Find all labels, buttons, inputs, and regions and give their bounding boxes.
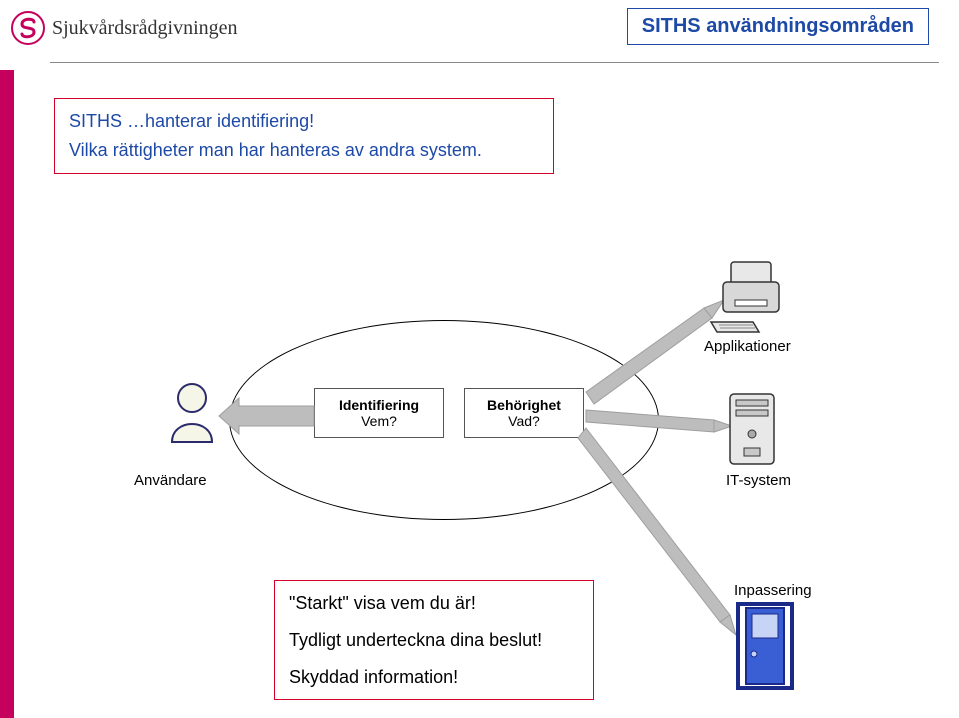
info-box-bottom: "Starkt" visa vem du är! Tydligt underte…	[274, 580, 594, 700]
node-behorighet-title: Behörighet	[471, 397, 577, 413]
node-behorighet: Behörighet Vad?	[464, 388, 584, 438]
header: Sjukvårdsrådgivningen SITHS användningso…	[0, 0, 959, 70]
s-logo-icon	[10, 10, 46, 46]
info-box-top: SITHS …hanterar identifiering! Vilka rät…	[54, 98, 554, 174]
label-applikationer: Applikationer	[704, 338, 791, 355]
user-icon	[164, 380, 220, 450]
bottom-line-2: Tydligt underteckna dina beslut!	[289, 626, 579, 655]
info-line-1: SITHS …hanterar identifiering!	[69, 107, 539, 136]
printer-icon	[709, 260, 793, 334]
bottom-line-1: "Starkt" visa vem du är!	[289, 589, 579, 618]
bottom-line-3: Skyddad information!	[289, 663, 579, 692]
tower-icon	[724, 390, 782, 468]
process-ellipse	[229, 320, 659, 520]
node-identifiering-sub: Vem?	[321, 413, 437, 429]
page-title-box: SITHS användningsområden	[627, 8, 929, 45]
page-title: SITHS användningsområden	[642, 15, 914, 37]
node-identifiering-title: Identifiering	[321, 397, 437, 413]
header-divider	[50, 62, 939, 63]
node-identifiering: Identifiering Vem?	[314, 388, 444, 438]
brand-name: Sjukvårdsrådgivningen	[52, 17, 238, 40]
door-icon	[734, 600, 796, 692]
logo: Sjukvårdsrådgivningen	[10, 10, 238, 46]
node-behorighet-sub: Vad?	[471, 413, 577, 429]
sidebar-strip	[0, 70, 14, 718]
label-anvandare: Användare	[134, 472, 207, 489]
info-line-2: Vilka rättigheter man har hanteras av an…	[69, 136, 539, 165]
label-inpassering: Inpassering	[734, 582, 812, 599]
content-area: SITHS …hanterar identifiering! Vilka rät…	[14, 70, 959, 718]
label-itsystem: IT-system	[726, 472, 791, 489]
